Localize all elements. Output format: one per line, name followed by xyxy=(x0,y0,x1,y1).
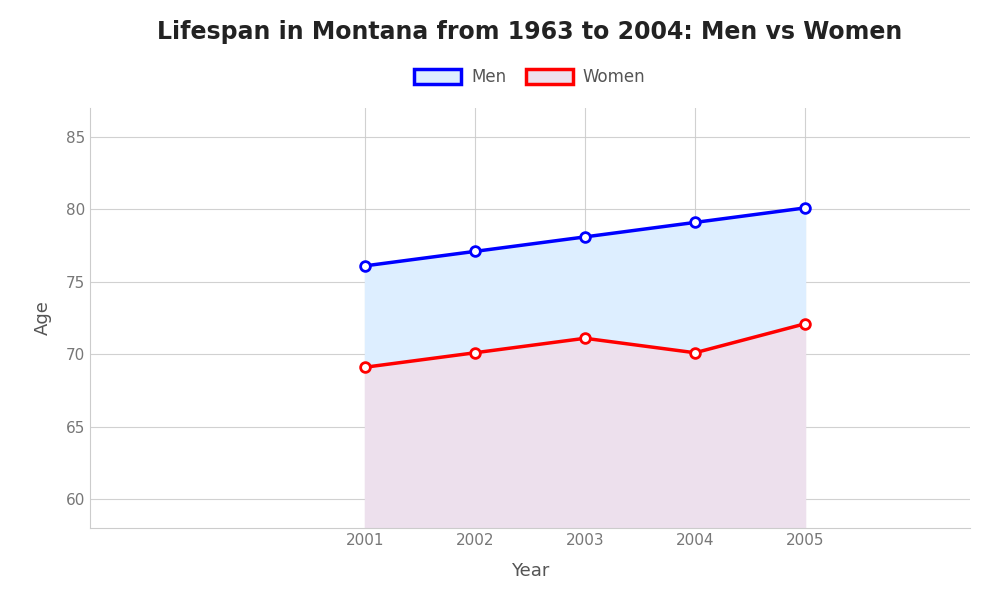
Legend: Men, Women: Men, Women xyxy=(408,62,652,93)
X-axis label: Year: Year xyxy=(511,562,549,580)
Y-axis label: Age: Age xyxy=(34,301,52,335)
Title: Lifespan in Montana from 1963 to 2004: Men vs Women: Lifespan in Montana from 1963 to 2004: M… xyxy=(157,20,903,44)
